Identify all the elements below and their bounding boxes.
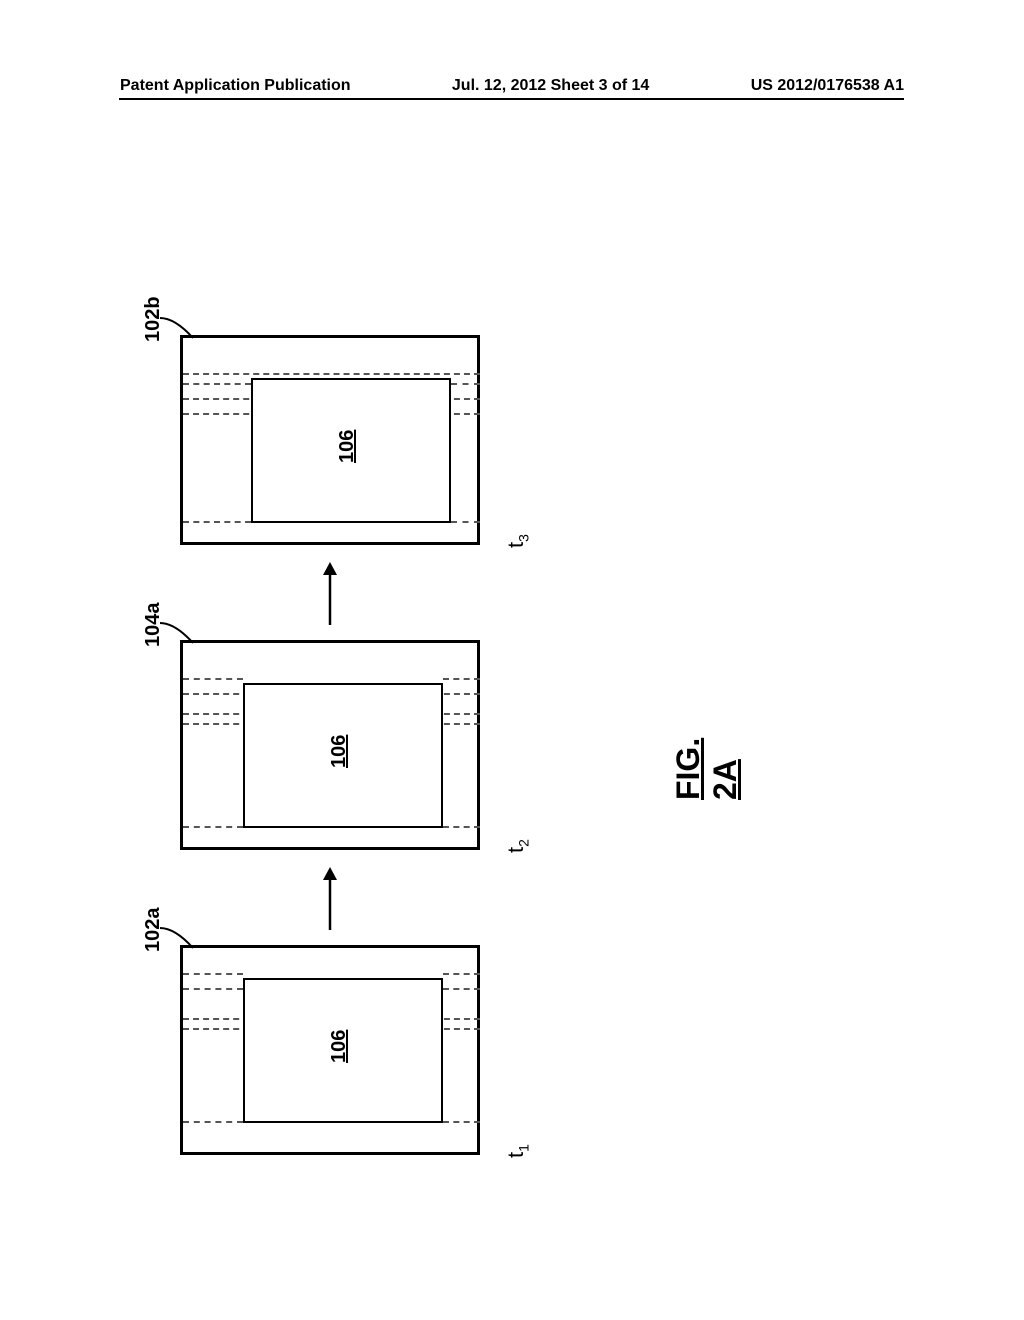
ref-106: 106: [336, 430, 359, 463]
ref-102b: 102b: [142, 296, 165, 342]
header-rule: [119, 98, 904, 100]
frame-t2: 106: [180, 640, 480, 850]
sequence-arrow: [315, 560, 345, 630]
scanline: [443, 973, 480, 975]
scanline: [443, 678, 480, 680]
sequence-arrow: [315, 865, 345, 935]
time-t3: t3: [503, 534, 531, 548]
header-left: Patent Application Publication: [120, 77, 351, 95]
page-header: Patent Application Publication Jul. 12, …: [0, 77, 1024, 95]
scanline: [183, 973, 243, 975]
frame-t1: 106: [180, 945, 480, 1155]
scanline: [183, 678, 243, 680]
header-right: US 2012/0176538 A1: [751, 77, 904, 95]
frame-t3: 106: [180, 335, 480, 545]
scanline: [183, 826, 243, 828]
scanline: [443, 988, 480, 990]
ref-104a: 104a: [142, 603, 165, 648]
scanline: [183, 521, 251, 523]
time-t2: t2: [503, 839, 531, 853]
ref-106: 106: [328, 1030, 351, 1063]
figure-label: FIG. 2A: [670, 738, 744, 800]
ref-102a: 102a: [142, 908, 165, 953]
scanline: [183, 383, 251, 385]
scanline: [183, 373, 480, 375]
time-t1: t1: [503, 1144, 531, 1158]
scanline: [451, 521, 480, 523]
scanline: [443, 826, 480, 828]
scanline: [443, 1121, 480, 1123]
scanline: [183, 988, 243, 990]
header-center: Jul. 12, 2012 Sheet 3 of 14: [452, 77, 649, 95]
figure-2a: 106 102a t1 106 104a t2: [180, 200, 710, 1165]
scanline: [451, 383, 480, 385]
ref-106: 106: [328, 735, 351, 768]
scanline: [183, 1121, 243, 1123]
